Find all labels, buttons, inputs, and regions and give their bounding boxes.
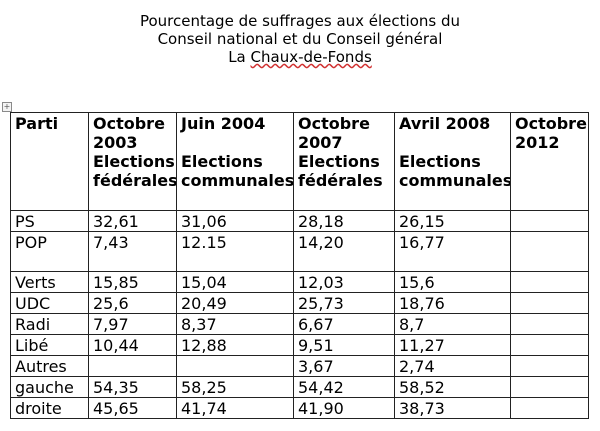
value-cell: 20,49 bbox=[176, 292, 294, 314]
table-row: Verts 15,85 15,04 12,03 15,6 bbox=[10, 271, 589, 293]
value-cell: 12.15 bbox=[176, 231, 294, 272]
party-cell: Libé bbox=[10, 334, 89, 356]
value-cell: 58,25 bbox=[176, 376, 294, 398]
table-row: gauche 54,35 58,25 54,42 58,52 bbox=[10, 376, 589, 398]
party-cell: gauche bbox=[10, 376, 89, 398]
table-row: droite 45,65 41,74 41,90 38,73 bbox=[10, 397, 589, 419]
title-line-3-prefix: La bbox=[228, 48, 251, 66]
results-table: Parti Octobre 2003 Elections fédérales Juin 2… bbox=[10, 112, 589, 419]
party-cell: droite bbox=[10, 397, 89, 419]
party-cell: Autres bbox=[10, 355, 89, 377]
value-cell: 41,90 bbox=[293, 397, 395, 419]
value-cell: 25,6 bbox=[88, 292, 177, 314]
table-row: Autres 3,67 2,74 bbox=[10, 355, 589, 377]
value-cell: 9,51 bbox=[293, 334, 395, 356]
value-cell bbox=[510, 334, 589, 356]
column-header-line: Avril 2008 bbox=[399, 114, 491, 133]
column-header-line: Octobre bbox=[515, 114, 587, 133]
column-header-subline: fédérales bbox=[93, 171, 177, 190]
value-cell bbox=[510, 355, 589, 377]
column-header-3: Octobre 2007 Elections fédérales bbox=[293, 112, 395, 211]
column-header-1: Octobre 2003 Elections fédérales bbox=[88, 112, 177, 211]
title-line-2: Conseil national et du Conseil général bbox=[157, 30, 443, 48]
value-cell: 7,43 bbox=[88, 231, 177, 272]
column-header-0: Parti bbox=[10, 112, 89, 211]
value-cell bbox=[510, 397, 589, 419]
table-row: Libé 10,44 12,88 9,51 11,27 bbox=[10, 334, 589, 356]
column-header-subline: communales bbox=[399, 171, 511, 190]
value-cell: 15,85 bbox=[88, 271, 177, 293]
table-row: POP 7,43 12.15 14,20 16,77 bbox=[10, 231, 589, 272]
title-line-3-place: Chaux-de-Fonds bbox=[250, 48, 372, 66]
column-header-spacer bbox=[181, 133, 289, 152]
value-cell: 11,27 bbox=[394, 334, 511, 356]
value-cell bbox=[510, 292, 589, 314]
column-header-subline: Elections bbox=[399, 152, 481, 171]
column-header-5: Octobre 2012 bbox=[510, 112, 589, 211]
column-header-2: Juin 2004 Elections communales bbox=[176, 112, 294, 211]
value-cell: 41,74 bbox=[176, 397, 294, 419]
value-cell: 28,18 bbox=[293, 210, 395, 232]
value-cell bbox=[510, 313, 589, 335]
column-header-line: Juin 2004 bbox=[181, 114, 266, 133]
title-line-3: La Chaux-de-Fonds bbox=[0, 48, 600, 66]
document-title: Pourcentage de suffrages aux élections d… bbox=[0, 12, 600, 66]
value-cell bbox=[88, 355, 177, 377]
value-cell: 12,03 bbox=[293, 271, 395, 293]
value-cell: 58,52 bbox=[394, 376, 511, 398]
table-header-row: Parti Octobre 2003 Elections fédérales Juin 2… bbox=[10, 112, 589, 211]
value-cell: 45,65 bbox=[88, 397, 177, 419]
value-cell: 25,73 bbox=[293, 292, 395, 314]
value-cell: 38,73 bbox=[394, 397, 511, 419]
value-cell bbox=[510, 231, 589, 272]
value-cell: 31,06 bbox=[176, 210, 294, 232]
table-row: Radi 7,97 8,37 6,67 8,7 bbox=[10, 313, 589, 335]
value-cell: 18,76 bbox=[394, 292, 511, 314]
value-cell bbox=[176, 355, 294, 377]
value-cell: 8,7 bbox=[394, 313, 511, 335]
value-cell: 3,67 bbox=[293, 355, 395, 377]
value-cell: 15,04 bbox=[176, 271, 294, 293]
value-cell: 54,35 bbox=[88, 376, 177, 398]
party-cell: Radi bbox=[10, 313, 89, 335]
value-cell: 16,77 bbox=[394, 231, 511, 272]
table-move-handle-icon[interactable]: + bbox=[2, 102, 12, 112]
value-cell: 26,15 bbox=[394, 210, 511, 232]
value-cell: 14,20 bbox=[293, 231, 395, 272]
column-header-line: 2007 bbox=[298, 133, 343, 152]
party-cell: UDC bbox=[10, 292, 89, 314]
table-body: PS 32,61 31,06 28,18 26,15 POP 7,43 12.15 14,20 1… bbox=[10, 210, 589, 419]
column-header-subline: Elections bbox=[181, 152, 263, 171]
table-row: UDC 25,6 20,49 25,73 18,76 bbox=[10, 292, 589, 314]
column-header-line: Octobre bbox=[298, 114, 370, 133]
column-header-subline: communales bbox=[181, 171, 294, 190]
party-cell: POP bbox=[10, 231, 89, 272]
column-header-line: Parti bbox=[15, 114, 59, 133]
value-cell bbox=[510, 376, 589, 398]
value-cell: 6,67 bbox=[293, 313, 395, 335]
value-cell: 15,6 bbox=[394, 271, 511, 293]
column-header-4: Avril 2008 Elections communales bbox=[394, 112, 511, 211]
value-cell: 10,44 bbox=[88, 334, 177, 356]
value-cell: 32,61 bbox=[88, 210, 177, 232]
column-header-subline: Elections bbox=[298, 152, 380, 171]
value-cell bbox=[510, 271, 589, 293]
column-header-spacer bbox=[399, 133, 506, 152]
column-header-line: Octobre bbox=[93, 114, 165, 133]
column-header-line: 2003 bbox=[93, 133, 138, 152]
column-header-line: 2012 bbox=[515, 133, 560, 152]
column-header-subline: Elections bbox=[93, 152, 175, 171]
value-cell: 7,97 bbox=[88, 313, 177, 335]
value-cell: 54,42 bbox=[293, 376, 395, 398]
value-cell bbox=[510, 210, 589, 232]
value-cell: 12,88 bbox=[176, 334, 294, 356]
table-row: PS 32,61 31,06 28,18 26,15 bbox=[10, 210, 589, 232]
value-cell: 2,74 bbox=[394, 355, 511, 377]
title-line-1: Pourcentage de suffrages aux élections d… bbox=[139, 12, 461, 30]
party-cell: Verts bbox=[10, 271, 89, 293]
value-cell: 8,37 bbox=[176, 313, 294, 335]
column-header-subline: fédérales bbox=[298, 171, 383, 190]
party-cell: PS bbox=[10, 210, 89, 232]
